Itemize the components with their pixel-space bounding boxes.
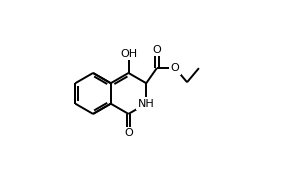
Text: OH: OH	[120, 49, 137, 59]
Text: NH: NH	[138, 99, 154, 109]
Text: O: O	[124, 128, 133, 138]
Text: O: O	[171, 63, 179, 73]
Text: O: O	[153, 45, 161, 55]
